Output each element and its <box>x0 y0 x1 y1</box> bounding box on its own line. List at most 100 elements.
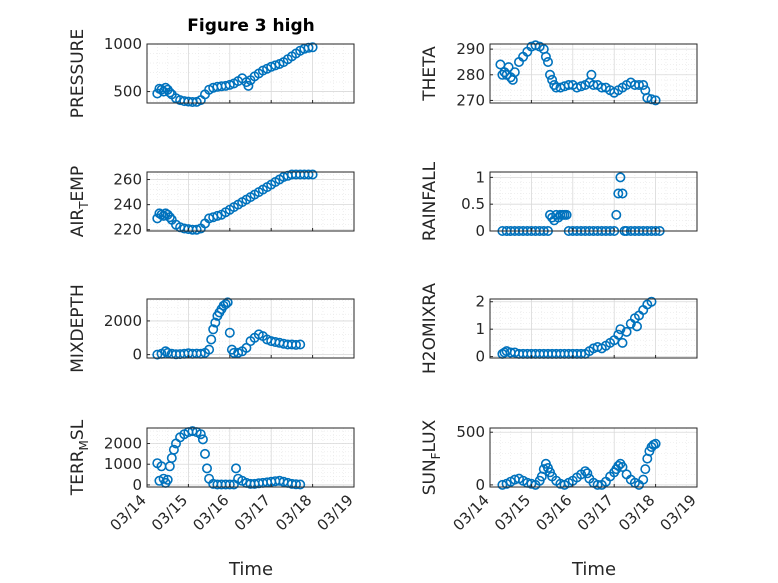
y-tick-label: 0 <box>475 476 485 494</box>
y-tick-label: 500 <box>113 83 142 101</box>
x-tick-label: 03/19 <box>657 491 700 534</box>
data-point <box>646 296 657 307</box>
y-tick-label: 1000 <box>104 35 142 53</box>
data-point <box>547 74 558 85</box>
data-point <box>561 209 572 220</box>
data-point <box>544 69 555 80</box>
y-tick-label: 270 <box>456 91 485 109</box>
y-tick-label: 0 <box>475 222 485 240</box>
subplot-pressure: 500 1000 PRESSURE <box>68 29 355 118</box>
y-tick-label: 1 <box>475 168 485 186</box>
subplot-air_temp: 220 240 260 AIRTEMP <box>68 166 355 239</box>
data-point <box>204 344 215 355</box>
data-point <box>576 81 587 92</box>
subplot-mixdepth: 0 2000 MIXDEPTH <box>68 284 355 373</box>
data-point <box>290 479 301 490</box>
y-tick-label: 0 <box>132 476 142 494</box>
data-point <box>243 80 254 91</box>
data-point <box>650 438 661 449</box>
data-point <box>220 299 231 310</box>
data-point <box>295 479 306 490</box>
figure-title: Figure 3 high <box>187 16 315 36</box>
x-tick-label: 03/19 <box>314 491 357 534</box>
data-point <box>499 347 510 358</box>
data-point <box>231 463 242 474</box>
data-point <box>168 444 179 455</box>
x-tick-label: 03/14 <box>450 491 493 534</box>
data-point <box>187 426 198 437</box>
data-point <box>210 317 221 328</box>
y-tick-label: 2 <box>475 293 485 311</box>
data-point <box>580 466 591 477</box>
data-point <box>295 339 306 350</box>
y-tick-label: 240 <box>113 196 142 214</box>
y-axis-label: MIXDEPTH <box>68 284 88 373</box>
data-point <box>200 448 211 459</box>
plot-area <box>146 427 355 488</box>
y-tick-label: 280 <box>456 66 485 84</box>
data-point <box>611 209 622 220</box>
y-axis-label: AIRTEMP <box>68 166 91 237</box>
data-point <box>526 478 537 489</box>
plot-area <box>489 171 698 232</box>
subplot-h2omixra: 0 1 2 H2OMIXRA <box>420 283 698 374</box>
data-point <box>206 334 217 345</box>
x-tick-label: 03/16 <box>532 491 575 534</box>
data-point <box>270 60 281 71</box>
data-point <box>497 479 508 490</box>
axes-frame <box>489 43 698 104</box>
data-point <box>586 69 597 80</box>
data-point <box>509 67 520 78</box>
data-point <box>617 461 628 472</box>
x-axis-label-left: Time <box>228 559 273 580</box>
data-point <box>631 321 642 332</box>
data-point <box>164 212 175 223</box>
axes-frame <box>146 298 355 359</box>
data-point <box>160 346 171 357</box>
data-point <box>615 324 626 335</box>
x-tick-label: 03/18 <box>272 491 315 534</box>
x-tick-label: 03/14 <box>107 491 150 534</box>
y-axis-label: PRESSURE <box>68 29 88 118</box>
y-tick-label: 1000 <box>104 455 142 473</box>
y-tick-label: 2000 <box>104 312 142 330</box>
x-axis-label-right: Time <box>571 559 616 580</box>
data-point <box>613 460 624 471</box>
data-point <box>621 326 632 337</box>
data-point <box>290 339 301 350</box>
axes-frame <box>146 427 355 488</box>
x-tick-label: 03/15 <box>148 491 191 534</box>
y-axis-label: SUNFLUX <box>420 419 443 495</box>
data-point <box>162 474 173 485</box>
data-point <box>303 169 314 180</box>
data-point <box>638 474 649 485</box>
data-point <box>542 56 553 67</box>
y-axis-label: TERRMSL <box>68 419 91 496</box>
data-point <box>615 172 626 183</box>
data-point <box>224 479 235 490</box>
y-tick-label: 1 <box>475 320 485 338</box>
x-tick-label: 03/15 <box>491 491 534 534</box>
data-point <box>613 188 624 199</box>
data-point <box>582 468 593 479</box>
data-point <box>152 349 163 360</box>
axes-frame <box>146 43 355 104</box>
axes-frame <box>489 171 698 232</box>
data-point <box>633 80 644 91</box>
data-point <box>640 464 651 475</box>
data-point <box>307 42 318 53</box>
x-tick-label: 03/17 <box>574 491 617 534</box>
data-point <box>191 224 202 235</box>
data-point <box>195 429 206 440</box>
y-tick-label: 220 <box>113 221 142 239</box>
data-point <box>549 80 560 91</box>
data-point <box>158 210 169 221</box>
y-tick-label: 290 <box>456 40 485 58</box>
axes-frame <box>489 298 698 359</box>
data-point <box>224 327 235 338</box>
y-tick-label: 0 <box>132 346 142 364</box>
